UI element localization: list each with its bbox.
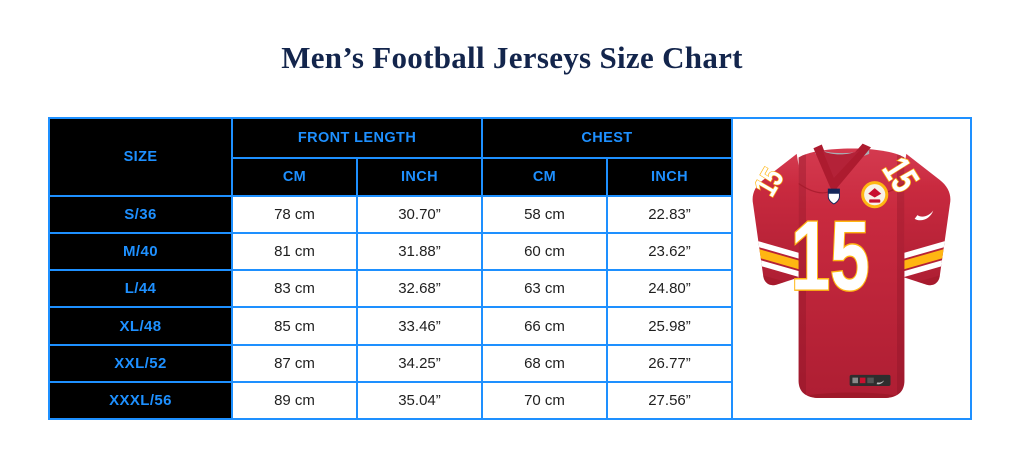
col-header-front-length: FRONT LENGTH — [231, 117, 483, 159]
value-cell: 89 cm — [231, 380, 358, 421]
table-row: XL/48 85 cm 33.46” 66 cm 25.98” — [48, 306, 733, 346]
jersey-image: 15 15 15 — [746, 143, 951, 399]
value-cell: 34.25” — [356, 343, 483, 383]
header-row-groups: SIZE FRONT LENGTH CHEST — [48, 117, 733, 197]
table-row: XXXL/56 89 cm 35.04” 70 cm 27.56” — [48, 380, 733, 421]
jersey-torso — [798, 148, 905, 399]
size-cell: S/36 — [48, 194, 233, 235]
value-cell: 24.80” — [606, 269, 733, 309]
value-cell: 63 cm — [481, 269, 608, 309]
col-subheader-front-inch: INCH — [356, 157, 483, 197]
table-row: S/36 78 cm 30.70” 58 cm 22.83” — [48, 194, 733, 235]
value-cell: 78 cm — [231, 194, 358, 235]
col-header-size: SIZE — [48, 117, 233, 197]
v-neck-collar — [813, 143, 871, 191]
col-subheader-chest-cm: CM — [481, 157, 608, 197]
size-cell: XL/48 — [48, 306, 233, 346]
header-row-units: CM INCH CM INCH — [49, 157, 733, 197]
size-chart: SIZE FRONT LENGTH CHEST CM INCH CM INCH … — [48, 117, 972, 421]
value-cell: 30.70” — [356, 194, 483, 235]
value-cell: 60 cm — [481, 232, 608, 272]
value-cell: 23.62” — [606, 232, 733, 272]
value-cell: 35.04” — [356, 380, 483, 421]
col-subheader-chest-inch: INCH — [606, 157, 733, 197]
col-header-chest: CHEST — [481, 117, 733, 159]
chest-number: 15 — [791, 201, 870, 311]
value-cell: 33.46” — [356, 306, 483, 346]
col-subheader-front-cm: CM — [231, 157, 358, 197]
nike-swoosh-icon — [914, 210, 934, 221]
size-cell: XXXL/56 — [48, 380, 233, 421]
jock-tag — [849, 374, 891, 386]
size-cell: L/44 — [48, 269, 233, 309]
nfl-shield-icon — [827, 188, 840, 205]
size-cell: XXL/52 — [48, 343, 233, 383]
size-cell: M/40 — [48, 232, 233, 272]
size-table: SIZE FRONT LENGTH CHEST CM INCH CM INCH … — [48, 117, 733, 421]
value-cell: 26.77” — [606, 343, 733, 383]
value-cell: 66 cm — [481, 306, 608, 346]
table-row: L/44 83 cm 32.68” 63 cm 24.80” — [48, 269, 733, 309]
value-cell: 85 cm — [231, 306, 358, 346]
value-cell: 27.56” — [606, 380, 733, 421]
value-cell: 70 cm — [481, 380, 608, 421]
value-cell: 68 cm — [481, 343, 608, 383]
table-row: XXL/52 87 cm 34.25” 68 cm 26.77” — [48, 343, 733, 383]
value-cell: 31.88” — [356, 232, 483, 272]
value-cell: 32.68” — [356, 269, 483, 309]
value-cell: 81 cm — [231, 232, 358, 272]
value-cell: 83 cm — [231, 269, 358, 309]
team-patch-icon — [861, 181, 889, 209]
value-cell: 22.83” — [606, 194, 733, 235]
jersey-panel: 15 15 15 — [733, 117, 972, 420]
value-cell: 25.98” — [606, 306, 733, 346]
value-cell: 58 cm — [481, 194, 608, 235]
table-row: M/40 81 cm 31.88” 60 cm 23.62” — [48, 232, 733, 272]
page-title: Men’s Football Jerseys Size Chart — [281, 40, 743, 75]
value-cell: 87 cm — [231, 343, 358, 383]
